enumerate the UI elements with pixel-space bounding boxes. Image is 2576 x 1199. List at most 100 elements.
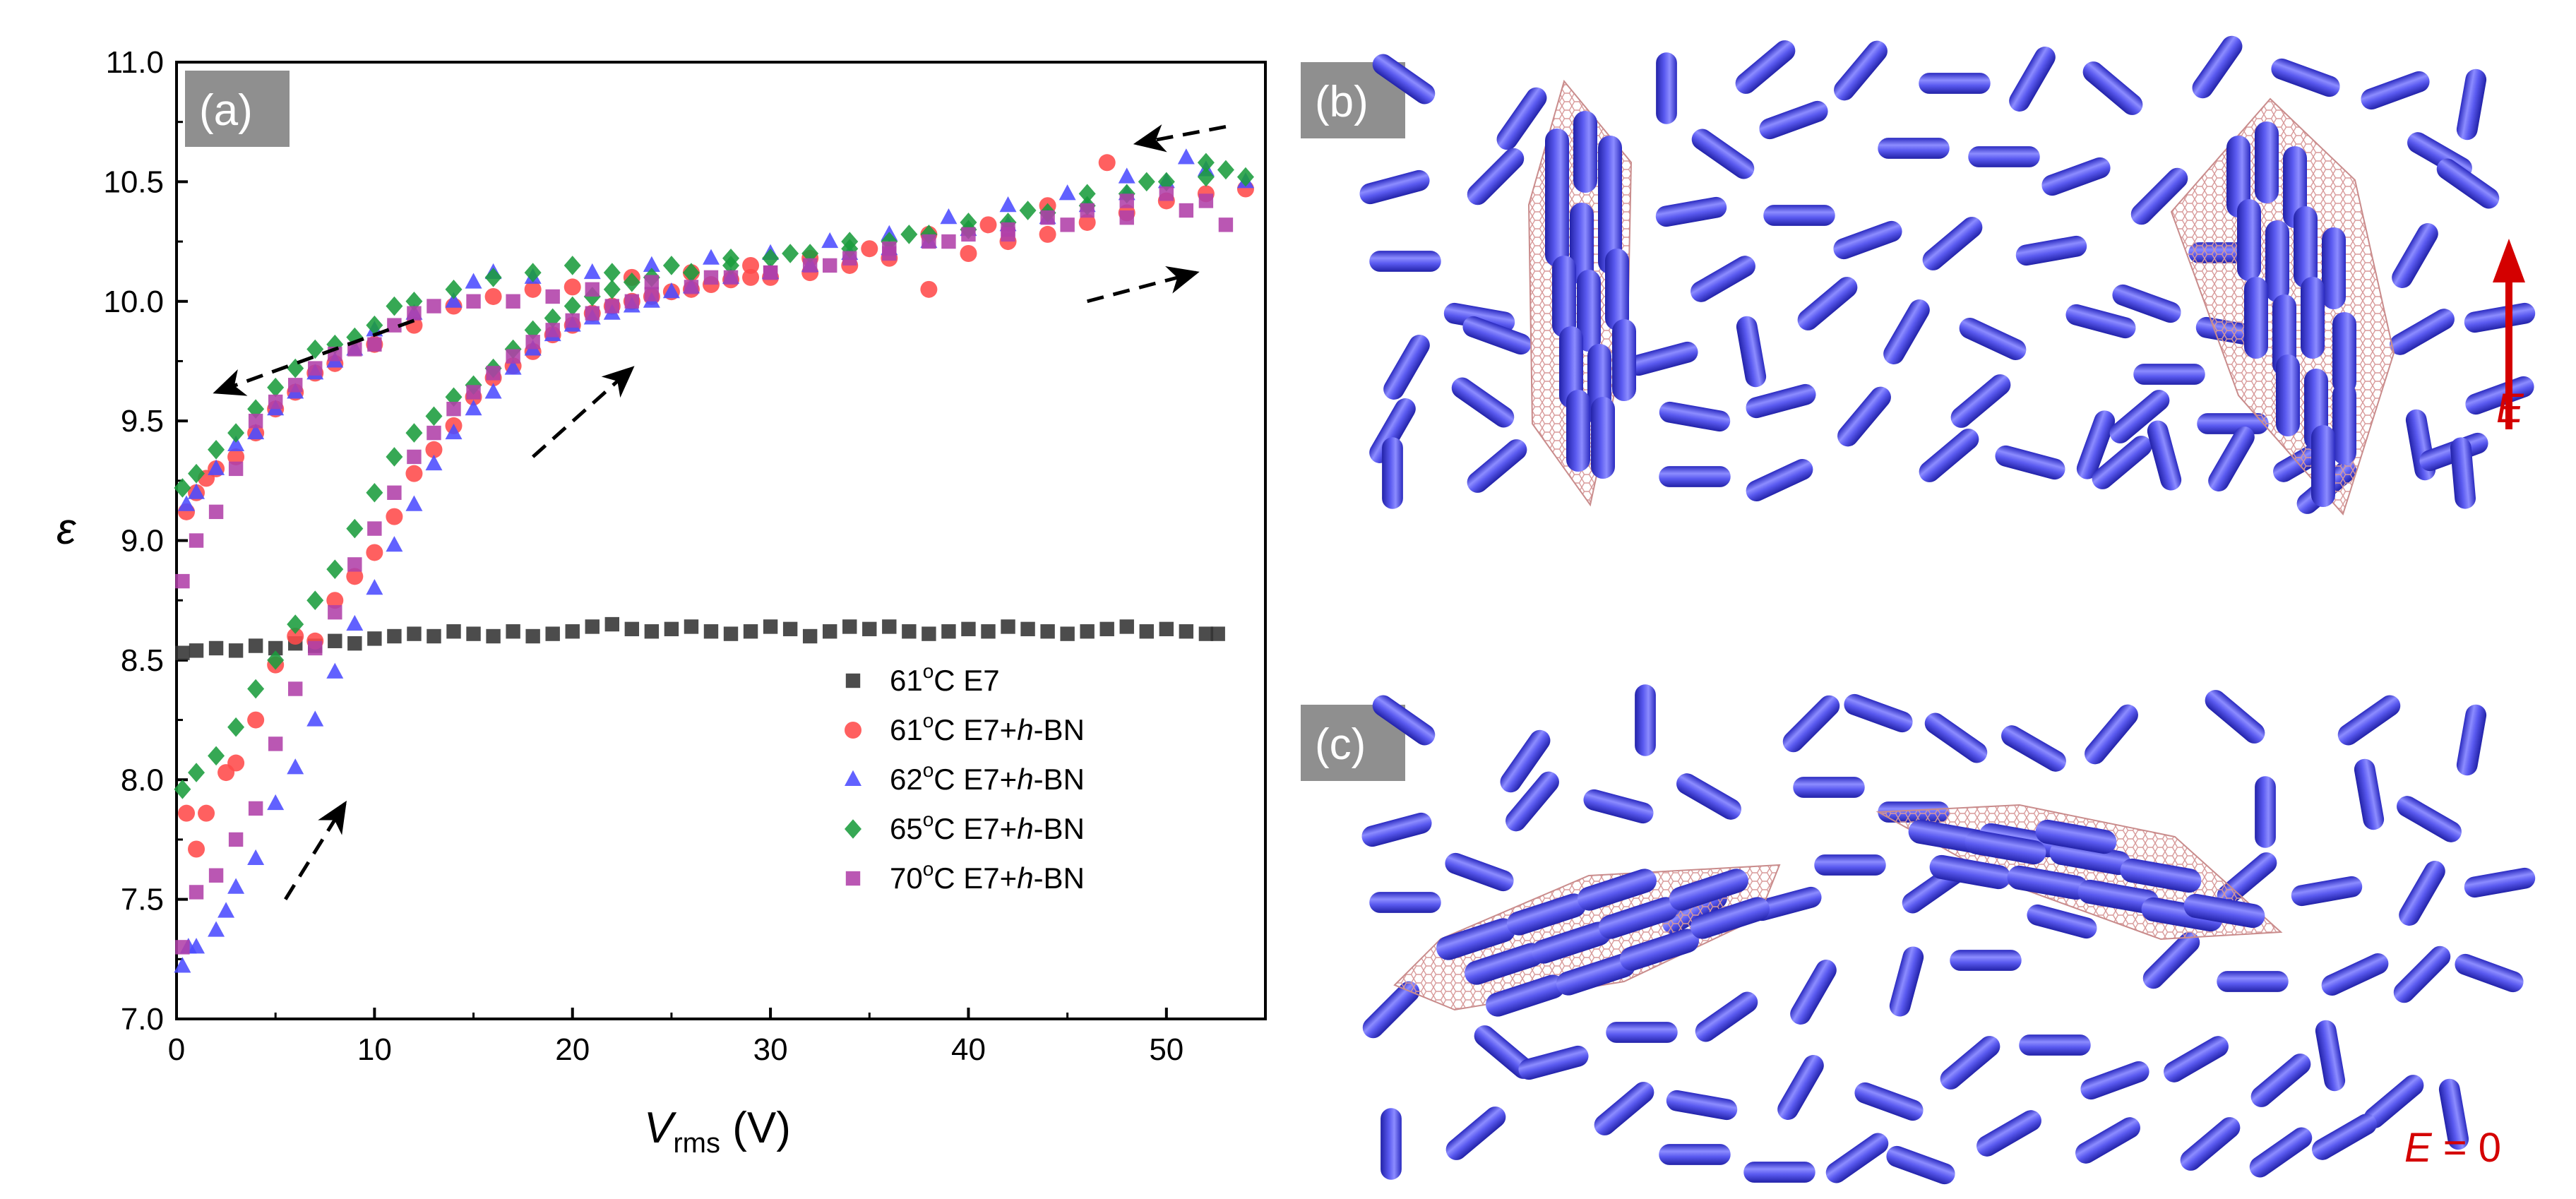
field-off-value: = 0 [2432,1125,2501,1171]
legend-italic: h [1017,861,1033,895]
rod [2005,42,2060,116]
panel-label-c: (c) [1315,720,1366,769]
data-point [367,337,382,352]
data-point [367,631,382,646]
data-point [585,619,600,634]
legend-suffix: -BN [1034,763,1085,796]
trend-arrow [531,366,635,458]
rod [1993,443,2068,482]
data-point [346,568,364,585]
data-point [486,366,501,381]
rod [1829,36,1892,105]
data-point [1118,167,1135,184]
rod [2019,1034,2091,1056]
data-point [308,361,323,376]
rod [2159,1032,2233,1087]
data-point [407,626,422,641]
data-point [248,638,263,653]
rod [1742,455,1817,505]
data-point [662,256,680,275]
aligned-rod [2322,227,2346,309]
data-point [347,557,362,572]
aligned-rod [2332,383,2356,465]
y-tick-label: 7.0 [121,1002,164,1037]
data-point [407,306,422,321]
data-point [227,878,245,894]
rod [1887,944,1926,1019]
data-point [445,292,463,308]
legend-entry: 70oC E7+h-BN [890,858,1085,895]
data-point [624,621,640,637]
rod [2333,691,2405,750]
data-point [564,296,581,316]
series-4 [175,186,1234,955]
legend-italic: h [1017,812,1033,845]
data-point [882,619,897,634]
aligned-rod [2301,277,2325,359]
rod [1968,146,2040,167]
aligned-rod [1591,397,1615,479]
data-point [682,263,700,282]
data-point [188,938,205,954]
trend-arrow [284,800,347,900]
legend-italic: h [1017,713,1033,746]
data-point [227,754,245,772]
data-point [484,287,502,305]
data-point [1159,621,1174,637]
data-point [703,270,719,285]
rod [1581,787,1656,826]
rod [1379,330,1434,404]
legend-degree: o [923,759,934,781]
rod [1672,769,1746,824]
data-point [445,423,463,440]
legend-sample: C E7+ [934,861,1017,895]
data-point [1078,213,1096,231]
data-point [545,323,560,338]
rod [1814,854,1886,876]
data-point [308,640,323,656]
data-point [178,495,196,511]
aligned-rod [2244,277,2268,359]
rod [1656,52,1677,124]
x-axis-title-subscript: rms [673,1128,720,1159]
y-axis-title: ε [56,505,76,554]
data-point [900,225,918,244]
rod [1687,124,1759,184]
data-point [228,461,244,477]
data-point [1099,621,1114,637]
data-point [1217,160,1234,180]
rod [1879,295,1934,369]
data-point [564,256,581,275]
data-point [862,621,877,637]
data-point [267,794,285,811]
data-point [623,272,640,292]
rod [1381,1108,1402,1180]
data-point [564,278,581,296]
data-point [684,619,699,634]
rod [1369,251,1441,272]
aligned-rod [1566,390,1590,472]
data-point [684,280,699,294]
rod [1686,251,1760,306]
data-point [583,263,601,280]
data-point [506,294,520,309]
data-point [1119,210,1134,225]
data-point [174,478,191,498]
legend-marker [845,722,861,739]
aligned-rod [2276,354,2300,436]
data-point [326,592,344,609]
data-point [366,315,383,335]
data-point [346,518,364,539]
rod [1821,1128,1893,1188]
rod [1946,369,2015,433]
legend-sample: C E7+ [934,763,1017,796]
data-point [189,643,204,658]
y-tick-label: 8.0 [121,763,164,797]
data-point [188,840,205,858]
rod [2385,304,2459,359]
rod [2078,56,2147,120]
data-point [782,621,798,637]
data-point [703,624,719,639]
data-point [940,208,958,225]
aligned-rod [2237,199,2261,281]
